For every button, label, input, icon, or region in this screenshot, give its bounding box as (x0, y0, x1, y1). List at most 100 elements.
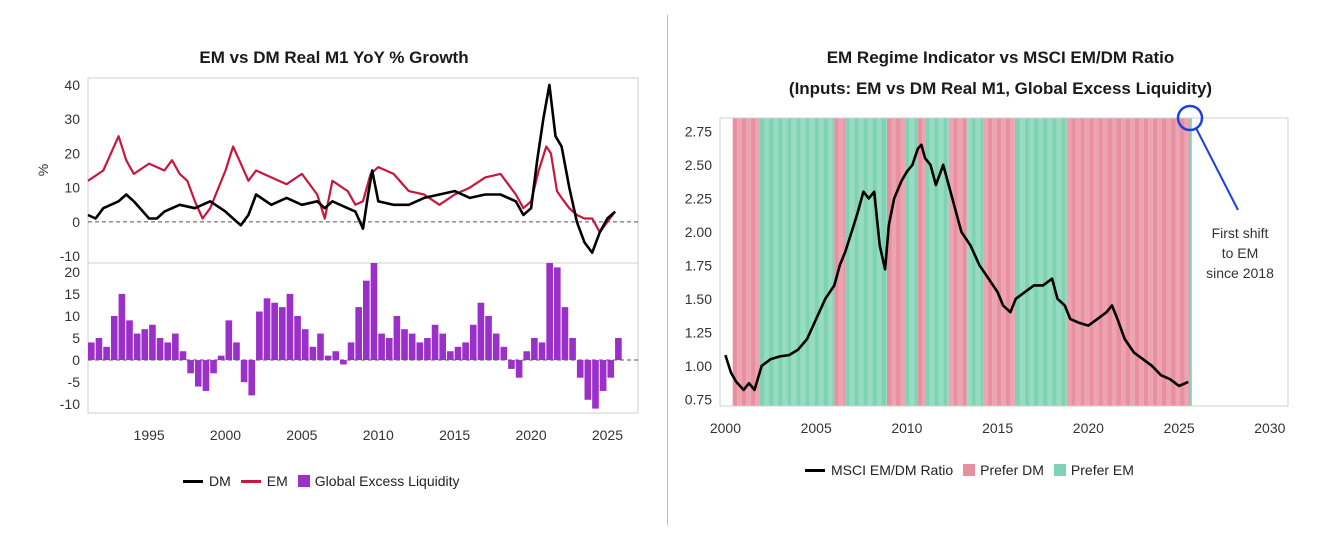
right-chart-svg: 0.75 1.00 1.25 1.50 1.75 2.00 2.25 2.50 2.75 2000… (685, 104, 1289, 436)
liquidity-bar (240, 360, 248, 383)
prefer-dm-band (922, 118, 926, 406)
liquidity-bar (233, 342, 240, 361)
right-y-tick-label: 1.00 (685, 358, 712, 374)
liquidity-bar (355, 307, 362, 361)
liquidity-bar (447, 351, 454, 361)
x-tick-label: 2020 (515, 427, 546, 443)
liquidity-bar (164, 342, 172, 361)
prefer-dm-band (1075, 118, 1081, 406)
right-y-tick-label: 1.75 (685, 257, 712, 273)
liquidity-bar (576, 360, 584, 378)
liquidity-bar (561, 307, 569, 361)
prefer-em-band (809, 118, 815, 406)
liquidity-bar (462, 342, 469, 361)
liquidity-bar (416, 342, 424, 361)
liquidity-bar (194, 360, 202, 387)
prefer-dm-band (1014, 118, 1016, 406)
prefer-em-band (1043, 118, 1048, 406)
prefer-em-band (782, 118, 788, 406)
prefer-em-band (938, 118, 944, 406)
legend-item-ratio: MSCI EM/DM Ratio (805, 462, 953, 478)
legend-item-dm: DM (183, 473, 231, 489)
liquidity-bar (271, 302, 278, 361)
liquidity-bar (363, 280, 370, 361)
prefer-em-band (773, 118, 779, 406)
right-x-tick-label: 2010 (891, 420, 922, 436)
prefer-em-band (1065, 118, 1067, 406)
prefer-em-band (858, 118, 864, 406)
liquidity-bar (317, 333, 324, 361)
liquidity-bar (179, 351, 187, 361)
prefer-dm-band (987, 118, 993, 406)
prefer-em-band (1052, 118, 1057, 406)
prefer-dm-band (1116, 118, 1122, 406)
prefer-em-band (1020, 118, 1025, 406)
prefer-dm-band (886, 118, 892, 406)
prefer-dm-band (891, 118, 897, 406)
lower-y-tick-label: 10 (64, 308, 80, 324)
prefer-em-band (1061, 118, 1066, 406)
prefer-dm-band (1166, 118, 1171, 406)
annotation-text-line: First shift (1212, 225, 1269, 241)
lower-y-tick-label: 15 (64, 286, 80, 302)
liquidity-bar (248, 360, 256, 396)
legend-swatch-dm (183, 479, 203, 483)
annotation-text-line: since 2018 (1206, 265, 1274, 281)
upper-plot-frame (87, 77, 639, 264)
liquidity-bar (210, 360, 217, 374)
prefer-dm-band (962, 118, 967, 406)
liquidity-bar (225, 320, 233, 361)
prefer-em-band (832, 118, 835, 406)
prefer-em-band (925, 118, 930, 406)
legend-item-prefer-em: Prefer EM (1053, 462, 1134, 478)
lower-y-tick-label: -10 (60, 396, 80, 412)
liquidity-bar (88, 342, 95, 361)
prefer-em-band (1038, 118, 1044, 406)
liquidity-bar (584, 360, 592, 400)
liquidity-bar (278, 307, 286, 361)
x-tick-label: 1995 (134, 427, 165, 443)
lower-y-tick-label: 0 (72, 352, 80, 368)
right-chart-legend: MSCI EM/DM Ratio Prefer DM Prefer EM (805, 462, 1144, 478)
prefer-dm-band (1139, 118, 1144, 406)
right-y-tick-label: 1.50 (685, 291, 712, 307)
prefer-dm-band (992, 118, 997, 406)
prefer-em-band (787, 118, 792, 406)
prefer-em-band (854, 118, 859, 406)
lower-y-tick-label: 5 (72, 330, 80, 346)
prefer-dm-band (1001, 118, 1006, 406)
prefer-em-band (914, 118, 918, 406)
right-y-tick-label: 2.75 (685, 123, 712, 139)
prefer-dm-band (1189, 118, 1191, 406)
prefer-em-band (1033, 118, 1039, 406)
right-x-tick-label: 2030 (1254, 420, 1285, 436)
legend-label-dm: DM (209, 473, 231, 489)
prefer-em-band (796, 118, 801, 406)
prefer-em-band (845, 118, 850, 406)
prefer-em-band (1047, 118, 1053, 406)
right-x-tick-label: 2005 (801, 420, 832, 436)
msci-ratio-line (724, 143, 1189, 392)
prefer-em-band (947, 118, 949, 406)
liquidity-bar (263, 298, 271, 361)
liquidity-bar (439, 333, 447, 361)
right-x-tick-label: 2000 (710, 420, 741, 436)
liquidity-bar (294, 315, 301, 361)
prefer-em-band (929, 118, 935, 406)
liquidity-bar (546, 263, 553, 361)
liquidity-bar (340, 360, 347, 365)
prefer-dm-band (1157, 118, 1162, 406)
prefer-dm-band (1066, 118, 1072, 406)
liquidity-bar (324, 355, 332, 361)
liquidity-bar (126, 320, 133, 361)
upper-y-tick-label: 30 (64, 111, 80, 127)
x-tick-label: 2000 (210, 427, 241, 443)
liquidity-bar (553, 267, 561, 361)
right-plot-frame (719, 117, 1289, 407)
liquidity-bar (133, 333, 141, 361)
prefer-em-band (905, 118, 910, 406)
liquidity-bar (118, 293, 126, 361)
prefer-dm-band (737, 118, 742, 406)
prefer-dm-band (1175, 118, 1181, 406)
upper-y-axis-label: % (35, 164, 51, 176)
